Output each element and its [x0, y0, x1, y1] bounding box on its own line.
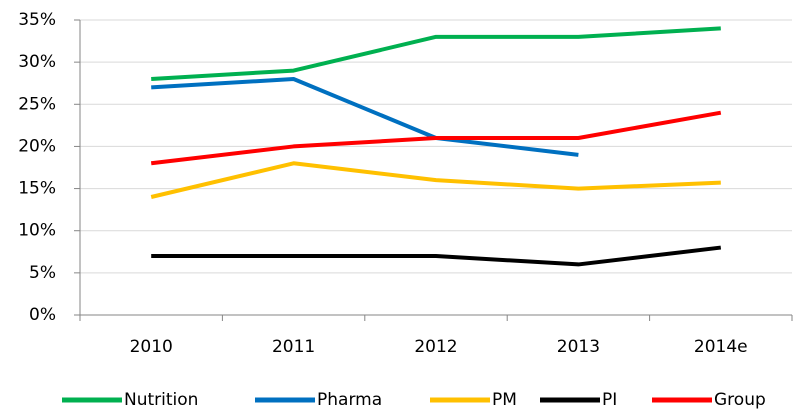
y-tick-label: 25% — [18, 94, 56, 114]
y-tick-label: 20% — [18, 136, 56, 156]
legend-label: Group — [714, 390, 766, 410]
x-tick-label: 2013 — [557, 337, 600, 357]
y-tick-label: 5% — [29, 263, 56, 283]
y-tick-label: 10% — [18, 221, 56, 241]
legend-label: PI — [602, 390, 617, 410]
y-tick-label: 35% — [18, 10, 56, 30]
series-line — [151, 77, 579, 157]
x-tick-label: 2012 — [414, 337, 457, 357]
series-line — [150, 161, 721, 199]
x-tick-label: 2011 — [272, 337, 315, 357]
series-line — [150, 110, 722, 166]
x-tick-label: 2010 — [130, 337, 173, 357]
x-tick-label: 2014e — [694, 337, 748, 357]
y-tick-label: 30% — [18, 52, 56, 72]
series-line — [151, 26, 721, 81]
legend-label: PM — [492, 390, 517, 410]
series-line — [151, 245, 722, 267]
y-tick-label: 0% — [29, 305, 56, 325]
y-tick-label: 15% — [18, 179, 56, 199]
legend-label: Nutrition — [124, 390, 198, 410]
legend-label: Pharma — [317, 390, 382, 410]
